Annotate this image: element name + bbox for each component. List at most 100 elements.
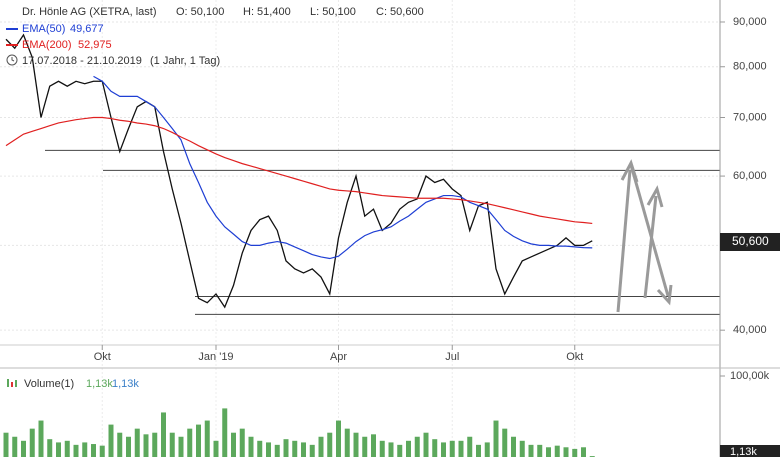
volume-bar: [397, 444, 403, 457]
volume-bar: [73, 444, 79, 457]
volume-bar: [362, 436, 368, 457]
volume-bar: [493, 420, 499, 457]
volume-bar: [572, 448, 578, 457]
volume-bar: [528, 444, 534, 457]
legend-value: 1,13k: [86, 378, 113, 390]
volume-bar: [327, 432, 333, 457]
volume-bar: [117, 432, 123, 457]
y-tick-label: 90,000: [733, 16, 767, 28]
volume-bar: [274, 444, 280, 457]
volume-bar: [187, 428, 193, 457]
volume-bar: [353, 432, 359, 457]
volume-bar: [344, 428, 350, 457]
volume-bar: [371, 434, 376, 457]
volume-bar: [56, 442, 61, 457]
legend-value: 49,677: [70, 23, 104, 35]
volume-bar: [108, 424, 114, 457]
arrow-head: [646, 185, 664, 208]
volume-bar: [318, 436, 324, 457]
volume-bar: [152, 432, 158, 457]
legend-label: Volume(1): [24, 378, 74, 390]
ohlc-label: O: 50,100: [176, 6, 224, 18]
volume-bar: [441, 442, 446, 457]
period-label: 17.07.2018 - 21.10.2019: [22, 55, 142, 67]
ohlc-label: C: 50,600: [376, 6, 424, 18]
volume-bar: [47, 439, 53, 457]
grid: [0, 0, 720, 457]
period-note: (1 Jahr, 1 Tag): [150, 55, 220, 67]
volume-bar: [239, 428, 245, 457]
volume-bar: [257, 440, 263, 457]
volume-bar: [502, 428, 508, 457]
volume-bar: [554, 445, 560, 457]
volume-bar: [99, 445, 105, 457]
volume-bar: [379, 440, 385, 457]
y-tick-label: 80,000: [733, 61, 767, 73]
arrow: [643, 195, 658, 299]
volume-bar: [91, 444, 96, 457]
volume-bar: [204, 420, 210, 457]
volume-bar: [511, 436, 516, 457]
volume-badge: [720, 445, 780, 457]
volume-bar: [283, 439, 289, 457]
volume-bar: [126, 436, 131, 457]
volume-bar: [449, 440, 455, 457]
volume-bar: [82, 442, 88, 457]
volume-icon: [7, 379, 9, 387]
volume-bar: [301, 442, 306, 457]
volume-badge-label: 1,13k: [730, 446, 757, 457]
ohlc-label: H: 51,400: [243, 6, 291, 18]
volume-bar: [546, 447, 551, 457]
volume-bar: [21, 440, 26, 457]
volume-bar: [222, 408, 228, 457]
price-badge: [720, 233, 780, 251]
volume-bar: [563, 447, 569, 457]
volume-bar: [414, 436, 420, 457]
x-tick-label: Jul: [445, 351, 459, 363]
volume-bar: [161, 412, 166, 457]
y-tick-label: 100,00k: [730, 370, 770, 382]
volume-bar: [537, 444, 543, 457]
legend-value: 52,975: [78, 39, 112, 51]
volume-bar: [3, 432, 9, 457]
arrow-head: [656, 284, 673, 306]
legend-label: EMA(50): [22, 23, 65, 35]
x-tick-label: Apr: [330, 351, 347, 363]
axis: 40,00050,00060,00070,00080,00090,000OktJ…: [94, 16, 770, 382]
x-tick-label: Jan '19: [198, 351, 233, 363]
volume-bar: [64, 440, 70, 457]
volume-bar: [292, 440, 298, 457]
volume-bar: [336, 420, 341, 457]
volume-bar: [196, 424, 201, 457]
volume-bar: [484, 442, 490, 457]
x-tick-label: Okt: [566, 351, 583, 363]
volume-bar: [143, 434, 149, 457]
chart-title: Dr. Hönle AG (XETRA, last): [22, 6, 156, 18]
y-tick-label: 60,000: [733, 170, 767, 182]
volume-bar: [169, 432, 175, 457]
price-badge-label: 50,600: [732, 234, 769, 248]
y-tick-label: 70,000: [733, 111, 767, 123]
arrow: [629, 164, 670, 297]
trend-arrows: [616, 159, 673, 313]
volume-bar: [12, 436, 18, 457]
volume-bar: [432, 439, 438, 457]
arrow: [616, 169, 632, 313]
series-line: [5, 116, 593, 225]
y-tick-label: 40,000: [733, 324, 767, 336]
legend: Dr. Hönle AG (XETRA, last) O: 50,100 H: …: [6, 6, 424, 390]
volume-bar: [476, 444, 481, 457]
x-tick-label: Okt: [94, 351, 111, 363]
volume-icon: [11, 382, 13, 387]
volume-bar: [519, 440, 525, 457]
series-line: [5, 33, 593, 309]
legend-value: 1,13k: [112, 378, 139, 390]
ohlc-label: L: 50,100: [310, 6, 356, 18]
volume-bar: [581, 447, 586, 457]
volume-bar: [134, 428, 140, 457]
volume-bar: [29, 428, 35, 457]
volume-bar: [248, 436, 254, 457]
clock-icon: [6, 54, 18, 66]
volume-bar: [406, 440, 411, 457]
